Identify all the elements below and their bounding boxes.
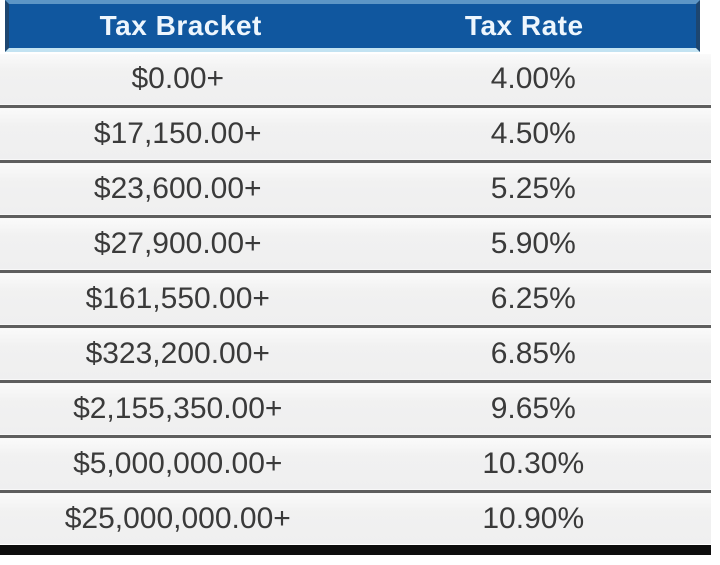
table-row: $161,550.00+ 6.25% (0, 274, 711, 324)
row-separator (0, 269, 711, 274)
table-row: $27,900.00+ 5.90% (0, 219, 711, 269)
tax-rate-cell: 5.90% (490, 227, 576, 260)
tax-rate-cell: 4.50% (490, 117, 576, 150)
tax-bracket-cell: $25,000,000.00+ (64, 502, 291, 535)
tax-rate-cell: 6.25% (490, 282, 576, 315)
tax-rate-cell: 6.85% (490, 337, 576, 370)
table-bottom-border (0, 545, 711, 555)
tax-bracket-cell: $0.00+ (131, 62, 225, 95)
tax-rate-cell: 10.30% (482, 447, 585, 480)
row-separator (0, 104, 711, 109)
tax-bracket-cell: $161,550.00+ (85, 282, 270, 315)
row-separator (0, 489, 711, 494)
table-row: $23,600.00+ 5.25% (0, 164, 711, 214)
table-row: $25,000,000.00+ 10.90% (0, 494, 711, 544)
row-separator (0, 379, 711, 384)
column-header-tax-bracket: Tax Bracket (99, 10, 262, 41)
tax-rate-cell: 5.25% (490, 172, 576, 205)
row-separator (0, 324, 711, 329)
tax-rate-cell: 4.00% (490, 62, 576, 95)
row-separator (0, 214, 711, 219)
tax-bracket-cell: $27,900.00+ (93, 227, 262, 260)
column-header-tax-rate: Tax Rate (464, 10, 584, 41)
tax-bracket-cell: $323,200.00+ (85, 337, 270, 370)
table-row: $5,000,000.00+ 10.30% (0, 439, 711, 489)
table-row: $17,150.00+ 4.50% (0, 109, 711, 159)
table-body: $0.00+ 4.00% $17,150.00+ 4.50% $23,600.00+ 5.… (0, 54, 711, 544)
table-row: $0.00+ 4.00% (0, 54, 711, 104)
tax-bracket-cell: $17,150.00+ (93, 117, 262, 150)
tax-rate-cell: 10.90% (482, 502, 585, 535)
table-header-row: Tax Bracket Tax Rate (5, 0, 700, 52)
tax-bracket-cell: $23,600.00+ (93, 172, 262, 205)
tax-bracket-cell: $2,155,350.00+ (73, 392, 283, 425)
tax-bracket-cell: $5,000,000.00+ (73, 447, 283, 480)
row-separator (0, 159, 711, 164)
table-row: $2,155,350.00+ 9.65% (0, 384, 711, 434)
tax-rate-cell: 9.65% (490, 392, 576, 425)
table-row: $323,200.00+ 6.85% (0, 329, 711, 379)
row-separator (0, 434, 711, 439)
